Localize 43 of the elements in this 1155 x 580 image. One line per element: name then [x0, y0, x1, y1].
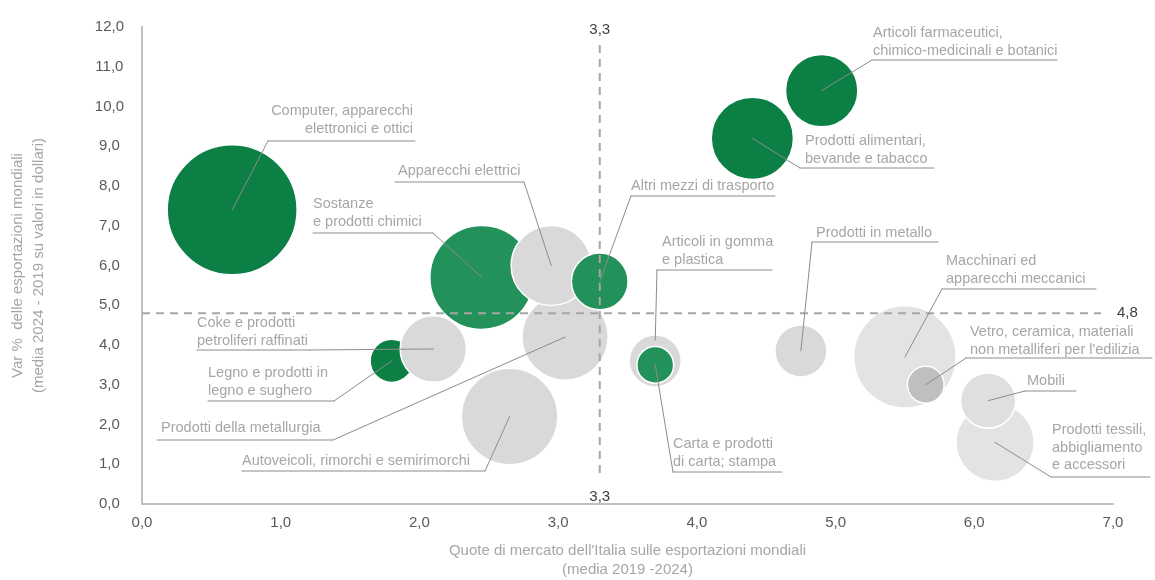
y-tick-label: 11,0	[95, 56, 124, 74]
y-tick-label: 3,0	[98, 374, 120, 392]
series-label: Prodotti alimentari, bevande e tabacco	[805, 132, 928, 166]
x-axis-title: Quote di mercato dell'Italia sulle esportazioni mondiali (media 2019 -2024)	[448, 540, 807, 578]
text: Prodotti della metallurgia	[161, 419, 322, 435]
x-tick-label: 3,0	[547, 513, 569, 531]
series-label: Articoli farmaceutici, chimico-medicinali e botanici	[873, 24, 1058, 58]
x-tick-label: 0,0	[131, 513, 153, 531]
series-label: Prodotti tessili, abbigliamento e accessori	[1052, 421, 1147, 472]
x-tick-label: 4,0	[686, 513, 708, 531]
ref-line-label: 4,8	[1117, 303, 1138, 321]
text: Altri mezzi di trasporto	[631, 177, 775, 193]
y-tick-label: 2,0	[98, 414, 120, 432]
text: Vetro, ceramica, materiali non metalliferi per l'edilizia	[970, 323, 1141, 357]
x-tick-label: 1,0	[270, 513, 292, 531]
y-axis-title: Var % delle esportazioni mondiali (media 2024 - 2019 su valori in dollari)	[8, 137, 46, 394]
y-tick-label: 6,0	[98, 255, 120, 273]
y-tick-label: 4,0	[98, 335, 120, 353]
y-tick-label: 7,0	[98, 215, 120, 233]
text: Articoli in gomma e plastica	[662, 233, 775, 267]
series-label: Computer, apparecchi elettronici e ottici	[271, 102, 413, 136]
text: 3,3	[589, 487, 611, 505]
text: Prodotti in metallo	[816, 224, 933, 240]
x-tick-label: 5,0	[825, 513, 846, 531]
x-tick-label: 7,0	[1102, 513, 1124, 531]
text: Apparecchi elettrici	[398, 162, 521, 178]
x-tick-label: 2,0	[409, 513, 430, 531]
series-label: Sostanze e prodotti chimici	[313, 195, 422, 229]
y-tick-label: 5,0	[98, 295, 120, 313]
y-tick-label: 8,0	[98, 176, 120, 194]
y-tick-label: 12,0	[94, 17, 124, 35]
text: Macchinari ed apparecchi meccanici	[946, 252, 1086, 286]
text: Coke e prodotti petroliferi raffinati	[197, 314, 308, 348]
y-tick-label: 10,0	[94, 96, 124, 114]
series-label: Autoveicoli, rimorchi e semirimorchi	[242, 452, 471, 468]
y-tick-label: 1,0	[98, 454, 120, 472]
ref-line-label: 3,3	[589, 20, 611, 38]
y-tick-label: 9,0	[98, 136, 120, 154]
text: Carta e prodotti di carta; stampa	[673, 435, 778, 469]
x-tick-label: 6,0	[963, 513, 985, 531]
y-tick-label: 0,0	[98, 494, 120, 512]
series-label: Mobili	[1027, 372, 1065, 388]
text: Legno e prodotti in legno e sughero	[208, 364, 329, 398]
